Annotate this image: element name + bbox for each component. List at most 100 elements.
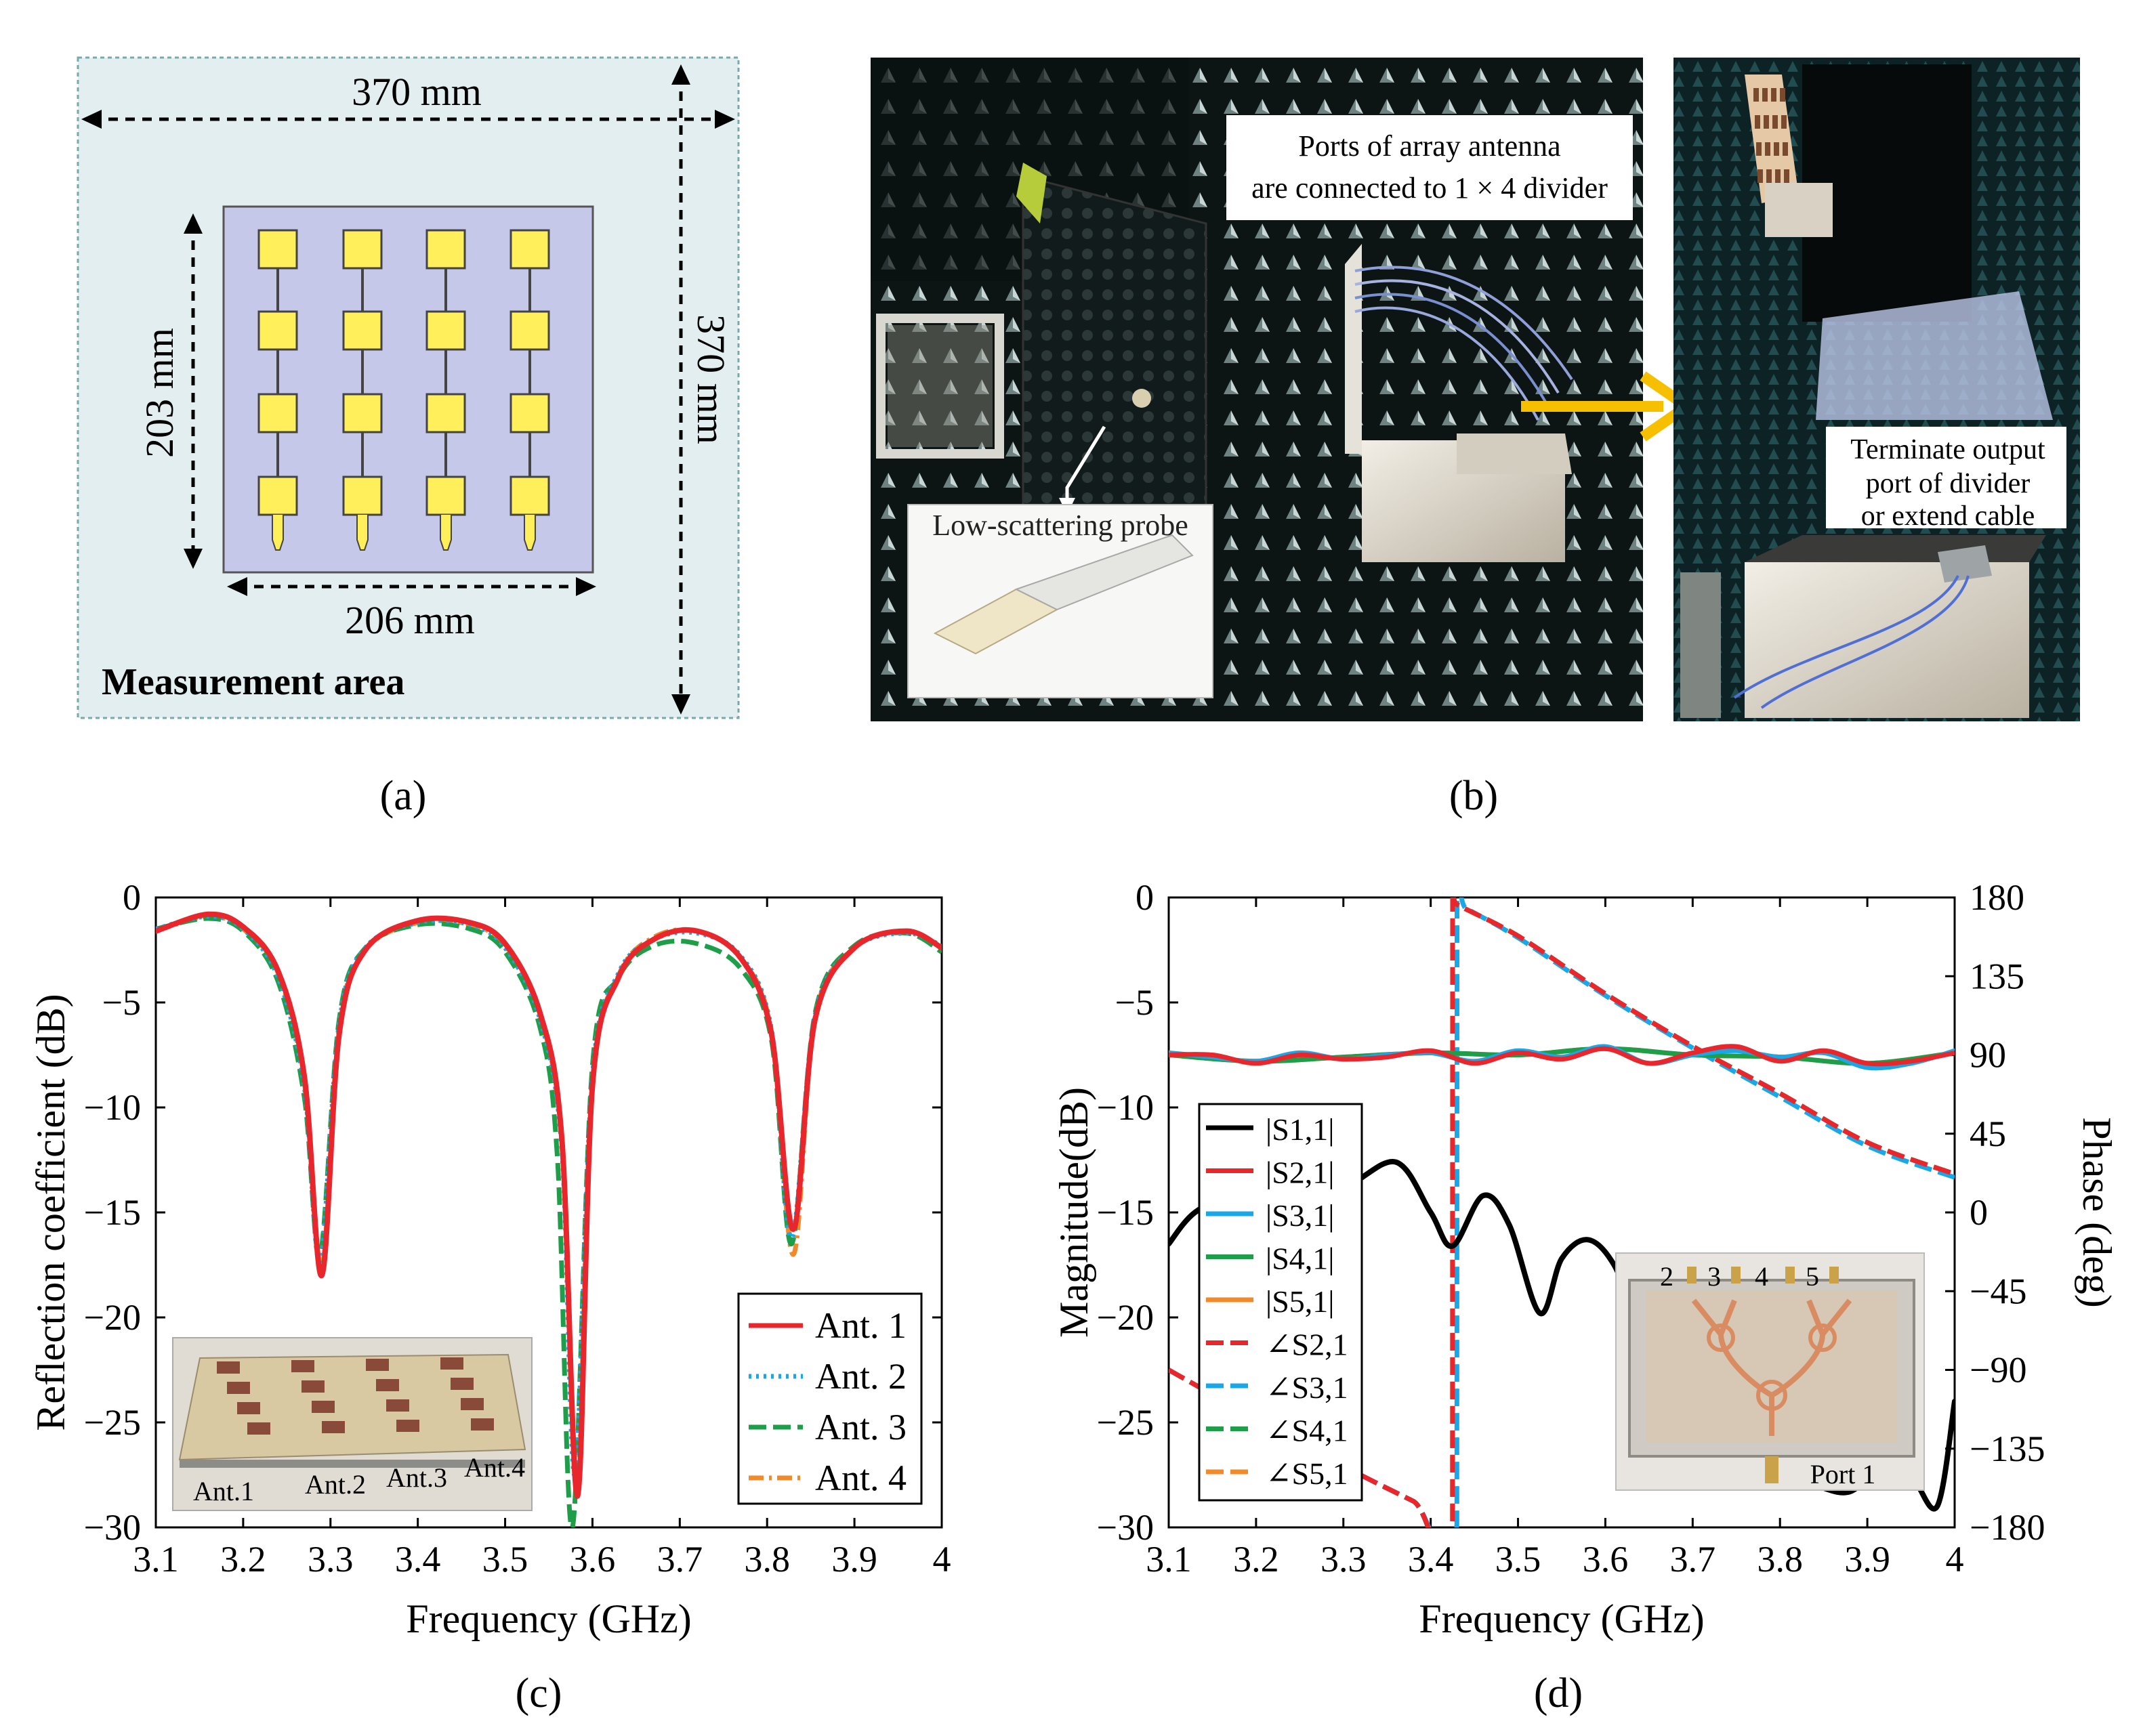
legend-c-entries: Ant. 1 Ant. 2 Ant. 3 Ant. 4 <box>749 1305 907 1498</box>
inset-ant4-label: Ant.4 <box>464 1452 525 1483</box>
port-connector <box>1731 1267 1741 1284</box>
terminate-line1: Terminate output <box>1850 434 2045 465</box>
inset-ant3-label: Ant.3 <box>386 1462 447 1493</box>
antenna-mount <box>1765 183 1833 237</box>
arrowhead-icon <box>81 110 102 129</box>
probe-mount <box>888 325 993 447</box>
divider-device <box>1938 545 1992 583</box>
inset-patch <box>366 1359 389 1371</box>
x-tick-label: 3.4 <box>395 1539 441 1580</box>
inset-patch <box>471 1418 494 1431</box>
x-tick-label: 3.7 <box>1670 1539 1716 1580</box>
feed-port <box>272 515 284 551</box>
legend-d-entries: |S1,1| |S2,1| |S3,1| |S4,1| |S5,1| ∠S2,1 ∠S3,1… <box>1206 1112 1348 1491</box>
inset-ant1-label: Ant.1 <box>193 1476 254 1506</box>
cable <box>1354 266 1573 381</box>
probe-body-metal <box>1014 534 1194 611</box>
xlabel-c: Frequency (GHz) <box>406 1596 692 1641</box>
inset-patch <box>322 1421 345 1433</box>
inset-patch <box>396 1420 419 1432</box>
patch-element <box>342 310 383 351</box>
legend-label: |S5,1| <box>1266 1284 1335 1319</box>
arrowhead-icon <box>227 577 247 596</box>
inset-patch <box>301 1380 325 1393</box>
inset-port2: 2 <box>1660 1261 1673 1292</box>
patch-element <box>257 229 298 270</box>
cable <box>1354 279 1560 394</box>
caption-c: (c) <box>516 1670 562 1716</box>
x-tick-label: 3.5 <box>1495 1539 1541 1580</box>
cable <box>1354 306 1539 421</box>
y-tick-label: −15 <box>1097 1192 1154 1233</box>
array-patch <box>1757 169 1763 183</box>
y-right-tick-label: 45 <box>1970 1114 2006 1154</box>
port-connector <box>1687 1267 1697 1284</box>
array-patch <box>1764 115 1769 129</box>
array-patch <box>1755 115 1760 129</box>
legend-label: ∠S2,1 <box>1266 1328 1348 1362</box>
y-tick-label: 0 <box>1136 877 1154 918</box>
y-tick-label: −25 <box>1097 1402 1154 1443</box>
inset-port1-label: Port 1 <box>1810 1459 1876 1489</box>
y-tick-label: −15 <box>84 1192 141 1233</box>
x-tick-label: 3.1 <box>1146 1539 1192 1580</box>
caption-a: (a) <box>380 773 427 819</box>
x-tick-label: 3.4 <box>1408 1539 1454 1580</box>
array-patch <box>1774 142 1779 156</box>
y-right-tick-label: −45 <box>1970 1271 2026 1311</box>
arrowhead-icon <box>671 694 690 715</box>
patch-array <box>257 229 550 551</box>
patch-element <box>425 393 466 433</box>
inset-patch <box>291 1360 314 1372</box>
x-tick-label: 3.8 <box>1757 1539 1803 1580</box>
panel-c: 3.1 3.2 3.3 3.4 3.5 3.6 3.7 3.8 3.9 4 0 −5 −10 −15 −20… <box>28 877 951 1716</box>
series-line-ant-1 <box>156 911 942 1499</box>
legend-label: ∠S5,1 <box>1266 1456 1348 1491</box>
legend-label: |S1,1| <box>1266 1112 1335 1147</box>
x-tick-label: 3.1 <box>133 1539 179 1580</box>
array-patches <box>1753 88 1789 183</box>
terminate-line3: or extend cable <box>1861 501 2035 532</box>
probe-label: Low-scattering probe <box>932 509 1188 542</box>
patch-element <box>509 310 550 351</box>
array-patch <box>1753 88 1759 102</box>
patch-element <box>425 229 466 270</box>
y-right-tick-label: −180 <box>1970 1507 2045 1548</box>
feed-port <box>524 515 536 551</box>
arrowhead-icon <box>184 549 203 569</box>
frame-rail <box>1680 572 1721 718</box>
x-tick-label: 3.2 <box>1233 1539 1279 1580</box>
y-tick-label: −20 <box>1097 1297 1154 1338</box>
patch-element <box>509 475 550 516</box>
ports-callout-line2: are connected to 1 × 4 divider <box>1251 171 1608 205</box>
measurement-area-label: Measurement area <box>102 661 404 703</box>
inset-patch <box>312 1401 335 1413</box>
patch-element <box>342 393 383 433</box>
y-right-tick-label: 0 <box>1970 1192 1988 1233</box>
divider-ring <box>1808 1324 1837 1352</box>
series-line-s4-1 <box>1169 1046 1955 1066</box>
inset-patch <box>247 1422 270 1435</box>
port-connector <box>1785 1267 1795 1284</box>
caption-b: (b) <box>1449 773 1498 819</box>
inset-port5: 5 <box>1806 1261 1819 1292</box>
array-patch <box>1756 142 1762 156</box>
inset-patch <box>386 1399 409 1412</box>
caption-d: (d) <box>1534 1670 1583 1716</box>
inset-port4: 4 <box>1755 1261 1768 1292</box>
feed-port <box>440 515 452 551</box>
antenna-inset-patches <box>217 1357 494 1435</box>
x-tick-label: 3.9 <box>831 1539 877 1580</box>
patch-element <box>509 393 550 433</box>
y-right-tick-label: 180 <box>1970 877 2024 918</box>
legend-label: Ant. 4 <box>815 1458 907 1498</box>
inset-patch <box>461 1398 484 1410</box>
x-tick-label: 3.3 <box>308 1539 354 1580</box>
y-tick-label: −25 <box>84 1402 141 1443</box>
array-patch <box>1772 115 1778 129</box>
absorber-cones <box>1816 291 2053 420</box>
legend-c <box>737 1292 923 1505</box>
inset-patch <box>440 1357 463 1370</box>
legend-label: |S3,1| <box>1266 1198 1335 1233</box>
array-patch <box>1765 142 1770 156</box>
